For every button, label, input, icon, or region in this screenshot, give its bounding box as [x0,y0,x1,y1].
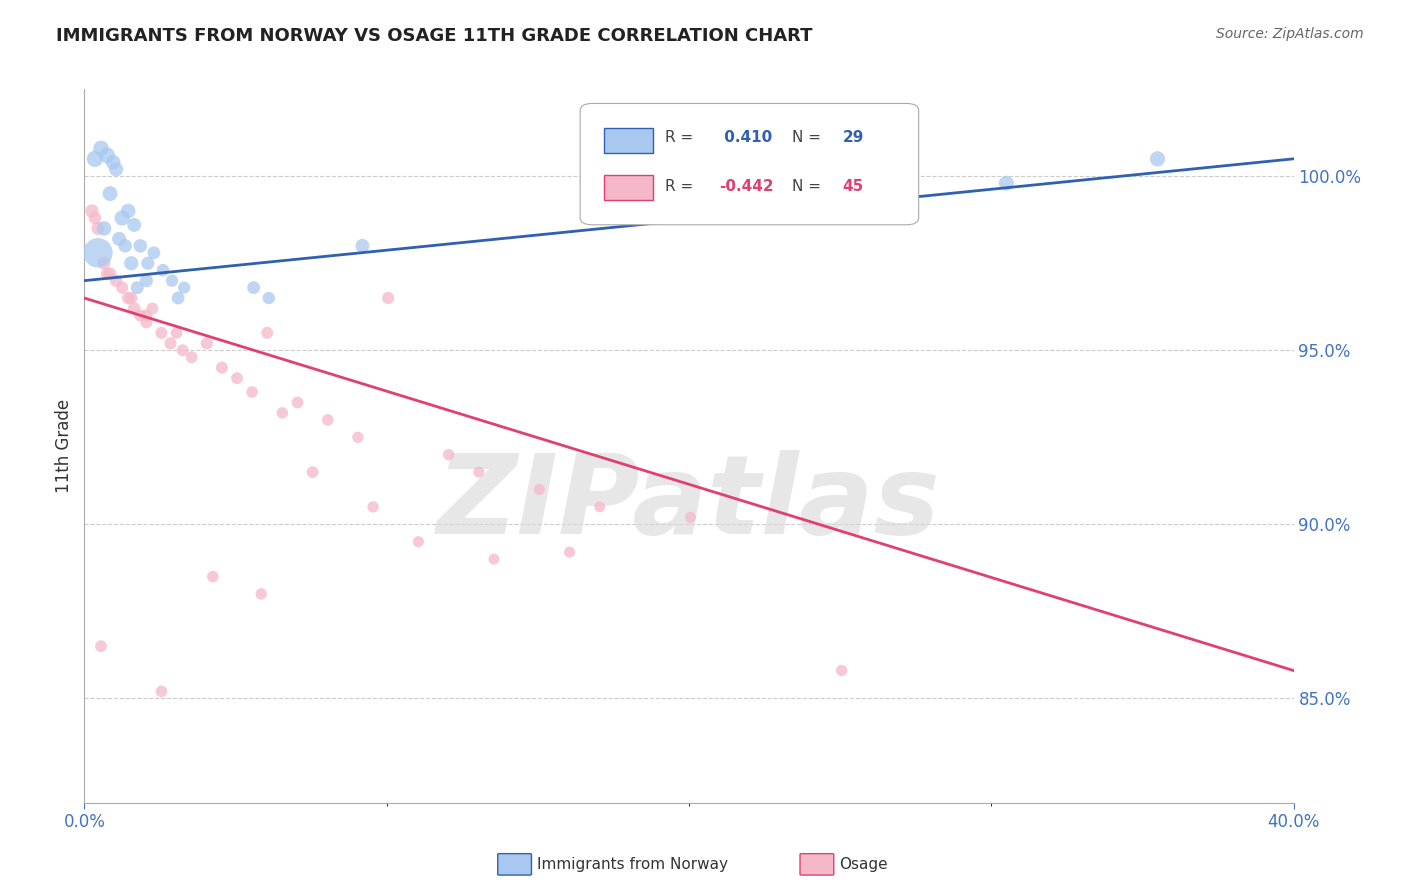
Point [172,343,194,358]
Point [111,280,134,294]
Point [135,315,157,329]
Text: N =: N = [792,130,825,145]
Point [108,232,131,246]
Point [256,326,278,340]
Point [87,221,110,235]
Point [127,280,149,294]
Point [211,360,233,375]
Point [87,245,110,260]
Point [90,639,112,653]
Point [347,430,370,444]
Point [141,301,163,316]
Point [98,186,121,201]
Point [173,280,195,294]
Point [166,326,188,340]
Point [84,152,107,166]
Point [377,291,399,305]
Text: 29: 29 [842,130,863,145]
Point [301,465,323,479]
Point [468,465,491,479]
Point [437,448,460,462]
Point [316,413,339,427]
Point [105,274,128,288]
Point [84,211,107,225]
Point [96,267,118,281]
Point [129,309,152,323]
Point [679,510,702,524]
Text: IMMIGRANTS FROM NORWAY VS OSAGE 11TH GRADE CORRELATION CHART: IMMIGRANTS FROM NORWAY VS OSAGE 11TH GRA… [56,27,813,45]
Point [93,221,115,235]
Text: Osage: Osage [839,857,889,871]
Text: 45: 45 [842,179,863,194]
Point [408,534,430,549]
Point [135,309,157,323]
Point [482,552,505,566]
Point [1146,152,1168,166]
Point [90,141,112,155]
Point [114,239,136,253]
Text: R =: R = [665,179,697,194]
Point [120,256,142,270]
Point [361,500,384,514]
Point [105,162,128,177]
Bar [605,175,652,200]
Point [271,406,294,420]
Point [352,239,374,253]
Point [159,336,181,351]
Point [589,500,612,514]
Point [226,371,249,385]
Point [633,211,655,225]
Point [120,291,142,305]
Text: R =: R = [665,130,697,145]
Point [831,664,853,678]
FancyBboxPatch shape [581,103,918,225]
Point [287,395,309,409]
Point [160,274,183,288]
Point [117,291,139,305]
Point [80,204,103,219]
Point [129,239,152,253]
Text: Source: ZipAtlas.com: Source: ZipAtlas.com [1216,27,1364,41]
Bar [605,128,652,153]
Point [122,301,145,316]
Point [529,483,551,497]
Point [180,350,202,364]
Point [250,587,273,601]
Point [150,326,173,340]
Point [150,684,173,698]
Point [136,256,159,270]
Point [142,245,165,260]
Point [167,291,190,305]
Point [195,336,218,351]
Text: N =: N = [792,179,825,194]
Point [111,211,134,225]
Point [152,263,174,277]
Point [257,291,280,305]
Point [101,155,124,169]
Point [201,569,224,583]
Point [98,267,121,281]
Text: 0.410: 0.410 [720,130,772,145]
Text: ZIPatlas: ZIPatlas [437,450,941,557]
Point [122,218,145,232]
Y-axis label: 11th Grade: 11th Grade [55,399,73,493]
Point [117,204,139,219]
Point [558,545,581,559]
Point [93,256,115,270]
Point [242,280,264,294]
Point [135,274,157,288]
Point [995,176,1018,190]
Point [240,385,263,400]
Text: Immigrants from Norway: Immigrants from Norway [537,857,728,871]
Point [96,148,118,162]
Text: -0.442: -0.442 [720,179,773,194]
